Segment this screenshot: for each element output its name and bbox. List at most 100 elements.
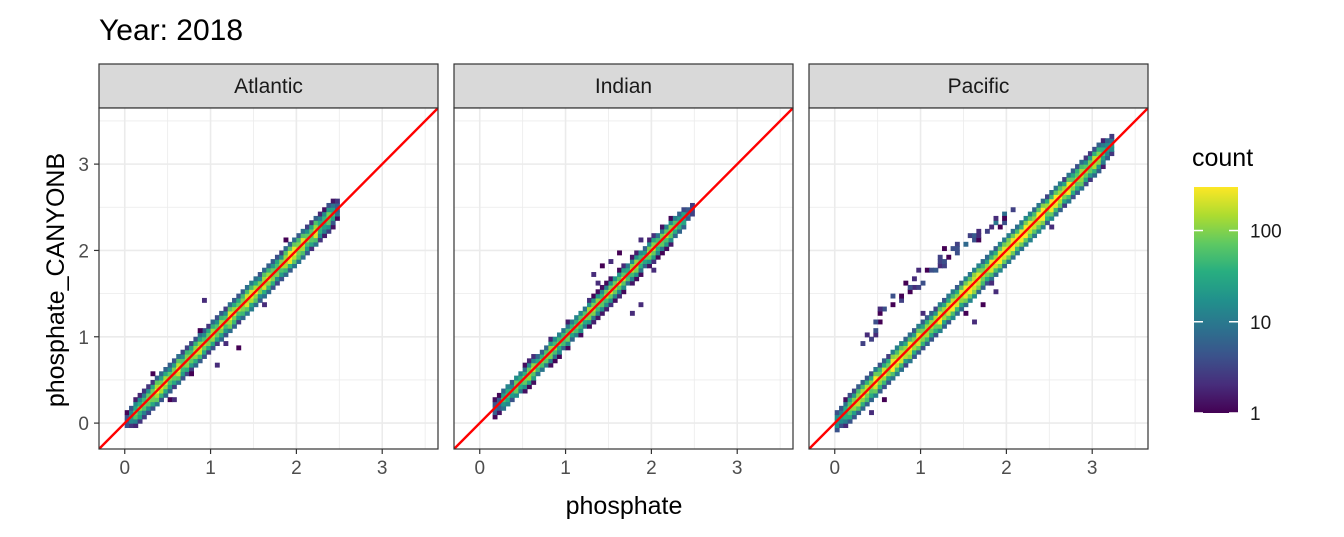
heatmap-bin [1045,220,1050,226]
heatmap-bin [189,362,195,368]
heatmap-bin [972,272,977,277]
heatmap-bin [677,228,683,234]
x-axis-title: phosphate [566,492,683,520]
heatmap-bin [292,263,297,269]
heatmap-bin [1006,250,1012,256]
heatmap-bin [1087,177,1093,182]
heatmap-bin [638,267,644,273]
heatmap-bin [950,289,956,295]
heatmap-bin [1002,254,1007,260]
heatmap-bin [548,336,554,342]
heatmap-bin [997,224,1003,230]
heatmap-bin [492,410,498,416]
heatmap-bin [197,332,203,338]
heatmap-bin [894,366,900,372]
heatmap-bin [993,272,999,277]
heatmap-bin [1023,233,1029,239]
heatmap-bin [565,336,571,342]
heatmap-bin [920,310,926,316]
heatmap-bin [997,259,1003,264]
heatmap-bin [651,241,657,247]
heatmap-bin [899,366,905,372]
heatmap-bin [877,319,883,325]
heatmap-bin [599,310,605,316]
heatmap-bin [1062,185,1068,191]
heatmap-bin [1070,177,1076,182]
heatmap-bin [249,289,255,295]
heatmap-bin [287,259,293,264]
heatmap-bin [942,263,947,269]
heatmap-bin [677,224,683,230]
heatmap-bin [309,246,315,252]
y-tick-label: 0 [78,414,89,435]
heatmap-bin [1032,233,1038,239]
heatmap-bin [993,289,999,295]
heatmap-bin [864,401,870,407]
heatmap-bin [1083,155,1089,161]
heatmap-bin [274,254,280,260]
heatmap-bin [629,263,635,269]
heatmap-bin [881,306,887,312]
heatmap-bin [1040,198,1046,204]
heatmap-bin [869,397,874,403]
heatmap-bin [279,254,285,260]
heatmap-bin [877,362,883,368]
heatmap-bin [1006,241,1012,247]
heatmap-bin [984,272,990,277]
heatmap-bin [1002,259,1007,264]
heatmap-bin [911,284,917,290]
heatmap-bin [146,392,152,398]
heatmap-bin [300,237,306,243]
heatmap-bin [569,323,575,329]
heatmap-bin [907,284,913,290]
heatmap-bin [877,366,883,372]
heatmap-bin [638,250,644,256]
heatmap-bin [197,328,203,334]
heatmap-bin [587,297,592,303]
heatmap-bin [933,267,939,273]
heatmap-bin [304,233,310,239]
panels-group: Atlantic 0 1 2 3 0 1 2 3 Indian 0 1 2 3 Pacific 0 1 2 3 [78,63,1149,479]
heatmap-bin [184,345,190,351]
heatmap-bin [634,276,640,282]
heatmap-bin [1100,164,1106,170]
heatmap-bin [869,379,874,385]
heatmap-bin [929,328,935,334]
heatmap-bin [300,228,306,234]
heatmap-bin [924,315,930,321]
heatmap-bin [617,293,622,299]
heatmap-bin [505,397,511,403]
heatmap-bin [920,341,926,347]
heatmap-bin [253,276,259,282]
heatmap-bin [980,263,986,269]
heatmap-bin [651,267,657,273]
heatmap-bin [877,388,883,394]
heatmap-bin [496,392,502,398]
heatmap-bin [881,366,887,372]
heatmap-bin [505,384,511,390]
heatmap-bin [617,267,622,273]
heatmap-bin [210,341,216,347]
heatmap-bin [942,319,947,325]
heatmap-bin [249,302,255,308]
heatmap-bin [227,323,233,329]
heatmap-bin [976,280,982,286]
heatmap-bin [911,354,917,359]
heatmap-bin [137,397,143,403]
heatmap-bin [894,349,900,355]
heatmap-bin [1053,211,1059,217]
heatmap-bin [681,211,687,217]
heatmap-bin [154,375,160,381]
heatmap-bin [651,250,657,256]
heatmap-bin [954,310,960,316]
heatmap-bin [647,237,652,243]
heatmap-bin [304,224,310,230]
heatmap-bin [659,246,665,252]
heatmap-bin [911,276,917,282]
y-tick-label: 2 [78,241,89,262]
heatmap-bin [501,388,507,394]
heatmap-bin [1057,181,1063,187]
heatmap-bin [959,306,965,312]
heatmap-bin [569,332,575,338]
heatmap-bin [1032,224,1038,230]
